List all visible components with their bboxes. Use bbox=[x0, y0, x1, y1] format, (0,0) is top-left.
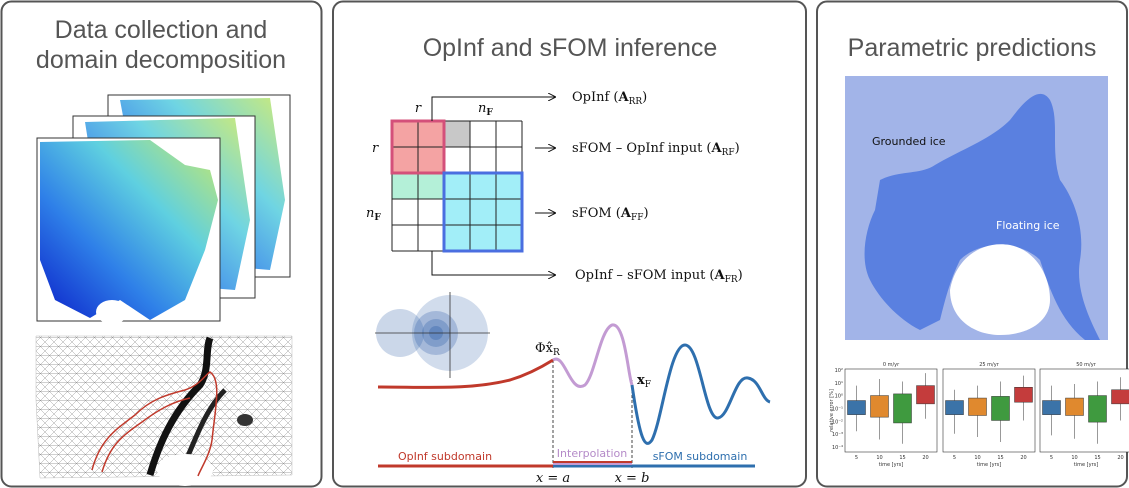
boxplot-xlabel: time [yrs] bbox=[879, 462, 903, 468]
box bbox=[969, 398, 987, 415]
map-label: Floating ice bbox=[996, 219, 1060, 232]
x-tick-label: 5 bbox=[953, 455, 956, 461]
x-tick-label: 15 bbox=[1094, 455, 1100, 461]
box bbox=[1043, 401, 1061, 415]
panel-title: domain decomposition bbox=[36, 46, 286, 74]
map-label: Grounded ice bbox=[872, 135, 946, 148]
x-tick-label: 20 bbox=[1117, 455, 1123, 461]
x-tick-label: 10 bbox=[1071, 455, 1077, 461]
box bbox=[1112, 390, 1129, 404]
x-tick-label: 15 bbox=[997, 455, 1003, 461]
subdomain-label: Interpolation bbox=[557, 447, 627, 460]
boxplot-xlabel: time [yrs] bbox=[977, 462, 1001, 468]
panel-frame bbox=[333, 2, 806, 487]
x-tick-label: 5 bbox=[855, 455, 858, 461]
box bbox=[917, 386, 935, 404]
y-tick-label: 10¹ bbox=[835, 381, 843, 387]
subdomain-label: OpInf subdomain bbox=[398, 450, 492, 463]
boxplot-xlabel: time [yrs] bbox=[1074, 462, 1098, 468]
subdomain-label: sFOM subdomain bbox=[653, 450, 748, 463]
y-tick-label: 10⁻³ bbox=[832, 432, 843, 438]
x-tick-label: 20 bbox=[922, 455, 928, 461]
panel-title: OpInf and sFOM inference bbox=[423, 34, 718, 62]
box bbox=[848, 401, 866, 415]
box bbox=[871, 396, 889, 418]
box bbox=[1066, 398, 1084, 415]
box bbox=[1015, 387, 1033, 402]
panel-title: Parametric predictions bbox=[848, 34, 1097, 62]
x-tick-label: 5 bbox=[1050, 455, 1053, 461]
boxplot-ylabel: relative error [%] bbox=[829, 389, 835, 432]
x-tick-label: 20 bbox=[1020, 455, 1026, 461]
matrix-label: r bbox=[415, 101, 422, 116]
arrow-label: OpInf – sFOM input (AFR) bbox=[575, 268, 743, 285]
x-tick-label: 10 bbox=[876, 455, 882, 461]
boxplot-title: 25 m/yr bbox=[979, 362, 999, 368]
y-tick-label: 10⁰ bbox=[835, 394, 843, 400]
box bbox=[894, 394, 912, 423]
matrix-label: r bbox=[372, 141, 379, 156]
figure: Data collection and domain decomposition… bbox=[0, 0, 1129, 488]
arrow-label: sFOM – OpInf input (ARF) bbox=[572, 141, 740, 158]
x-tick-label: 15 bbox=[899, 455, 905, 461]
page: Data collection and domain decomposition… bbox=[0, 0, 1129, 488]
bound-label: x = b bbox=[615, 471, 650, 486]
x-tick-label: 10 bbox=[974, 455, 980, 461]
bound-label: x = a bbox=[536, 471, 570, 486]
box bbox=[1089, 396, 1107, 423]
panel-title: Data collection and bbox=[55, 16, 268, 44]
box bbox=[992, 396, 1010, 420]
y-tick-label: 10⁻⁴ bbox=[832, 445, 843, 451]
ice-map bbox=[845, 76, 1108, 340]
box bbox=[946, 401, 964, 415]
boxplot-title: 50 m/yr bbox=[1076, 362, 1096, 368]
snapshot-stack bbox=[37, 95, 290, 324]
boxplot-title: 0 m/yr bbox=[883, 362, 900, 368]
y-tick-label: 10² bbox=[835, 368, 843, 374]
mesh-image bbox=[36, 336, 292, 486]
